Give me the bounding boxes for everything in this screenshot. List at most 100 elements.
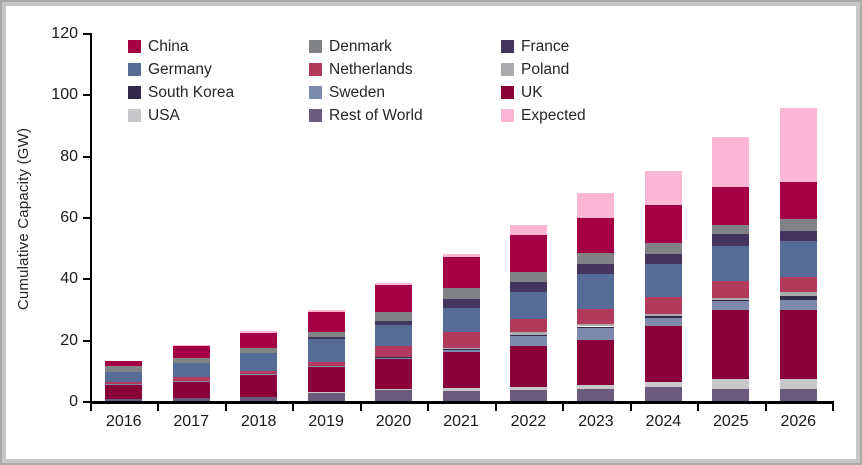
x-axis-tick xyxy=(764,404,767,411)
legend-label: Expected xyxy=(521,106,586,124)
bar-segment-sweden xyxy=(442,348,480,352)
legend-label: Rest of World xyxy=(329,106,423,124)
bar-segment-france xyxy=(712,234,750,246)
legend-label: Germany xyxy=(148,60,212,78)
legend-item-expected: Expected xyxy=(501,107,586,125)
bar-segment-uk xyxy=(240,374,278,397)
bar-2018 xyxy=(240,6,278,401)
y-tick-label: 120 xyxy=(51,25,78,42)
legend-swatch-icon xyxy=(128,40,141,53)
legend-item-france: France xyxy=(501,38,586,56)
legend-swatch-icon xyxy=(501,86,514,99)
bar-segment-netherlands xyxy=(712,280,750,298)
x-tick-label: 2025 xyxy=(713,413,749,430)
bar-segment-rest-of-world xyxy=(779,389,817,401)
bar-segment-netherlands xyxy=(172,377,210,381)
bar-segment-sweden xyxy=(644,317,682,327)
bar-segment-france xyxy=(307,337,345,339)
bar-segment-denmark xyxy=(712,224,750,235)
bar-segment-uk xyxy=(577,339,615,386)
bar-segment-china xyxy=(712,186,750,225)
legend-item-south-korea: South Korea xyxy=(128,84,309,102)
y-axis-tick xyxy=(83,94,90,97)
bar-segment-rest-of-world xyxy=(712,389,750,401)
bar-segment-france xyxy=(509,282,547,293)
bar-segment-south-korea xyxy=(577,326,615,328)
bar-segment-france xyxy=(644,254,682,265)
bar-segment-usa xyxy=(779,378,817,390)
legend-item-uk: UK xyxy=(501,84,586,102)
bar-segment-expected xyxy=(172,345,210,347)
bar-segment-china xyxy=(172,346,210,359)
x-axis-tick xyxy=(562,404,565,411)
bar-segment-germany xyxy=(442,308,480,332)
x-tick-label: 2018 xyxy=(240,413,277,430)
y-axis-tick xyxy=(83,33,90,35)
bar-segment-uk xyxy=(509,346,547,388)
bar-segment-netherlands xyxy=(577,309,615,325)
bar-segment-sweden xyxy=(172,380,210,382)
legend-swatch-icon xyxy=(501,40,514,53)
bar-segment-china xyxy=(375,284,413,313)
y-tick-label: 20 xyxy=(60,331,78,349)
bar-segment-germany xyxy=(779,241,817,278)
bar-segment-china xyxy=(509,235,547,272)
bar-segment-sweden xyxy=(712,301,750,310)
bar-segment-denmark xyxy=(240,347,278,354)
legend-item-china: China xyxy=(128,38,309,56)
bar-segment-usa xyxy=(442,388,480,391)
x-axis-tick xyxy=(427,404,430,411)
legend-label: UK xyxy=(521,83,543,101)
bar-segment-poland xyxy=(442,347,480,349)
bar-segment-uk xyxy=(442,351,480,389)
bar-segment-china xyxy=(442,257,480,288)
bar-segment-netherlands xyxy=(442,332,480,348)
bar-segment-denmark xyxy=(105,366,143,373)
legend-swatch-icon xyxy=(309,63,322,76)
bar-segment-france xyxy=(442,298,480,309)
bar-segment-germany xyxy=(307,338,345,363)
bar-segment-sweden xyxy=(105,384,143,386)
y-tick-label: 80 xyxy=(60,147,78,165)
legend-label: South Korea xyxy=(148,83,235,101)
bar-segment-poland xyxy=(644,313,682,317)
bar-segment-germany xyxy=(375,324,413,346)
chart-canvas: Cumulative Capacity (GW) 0 20 40 60 80 100 120… xyxy=(6,6,856,459)
legend-item-germany: Germany xyxy=(128,61,309,79)
x-axis-tick xyxy=(157,404,160,411)
bar-2024 xyxy=(644,6,682,401)
bar-segment-china xyxy=(779,181,817,220)
x-axis-tick xyxy=(359,404,362,411)
bar-segment-denmark xyxy=(307,331,345,338)
x-tick-label: 2021 xyxy=(443,413,479,430)
bar-segment-uk xyxy=(644,326,682,382)
legend-label: Poland xyxy=(521,60,570,78)
bar-segment-poland xyxy=(779,291,817,297)
bar-2026 xyxy=(779,6,817,401)
x-axis-tick xyxy=(494,404,497,411)
legend-swatch-icon xyxy=(128,109,141,122)
bar-segment-uk xyxy=(307,366,345,393)
bar-segment-usa xyxy=(712,378,750,390)
bar-segment-rest-of-world xyxy=(644,386,682,401)
bar-segment-south-korea xyxy=(644,316,682,318)
x-tick-label: 2022 xyxy=(510,413,547,430)
legend-swatch-icon xyxy=(309,86,322,99)
bar-segment-expected xyxy=(577,192,615,218)
bar-segment-usa xyxy=(375,389,413,391)
bar-segment-denmark xyxy=(442,287,480,299)
bar-2023 xyxy=(577,6,615,401)
bar-segment-sweden xyxy=(577,327,615,340)
legend-label: Netherlands xyxy=(329,60,413,78)
bar-2021 xyxy=(442,6,480,401)
legend: China Denmark France Germany Netherlands Pola… xyxy=(128,35,586,127)
y-tick-label: 40 xyxy=(60,270,78,288)
bar-segment-denmark xyxy=(644,243,682,255)
bar-segment-uk xyxy=(172,381,210,399)
bar-segment-usa xyxy=(644,381,682,387)
x-axis-tick xyxy=(629,404,632,411)
bar-segment-expected xyxy=(644,171,682,206)
bar-segment-rest-of-world xyxy=(172,398,210,401)
y-axis-tick xyxy=(83,401,90,403)
